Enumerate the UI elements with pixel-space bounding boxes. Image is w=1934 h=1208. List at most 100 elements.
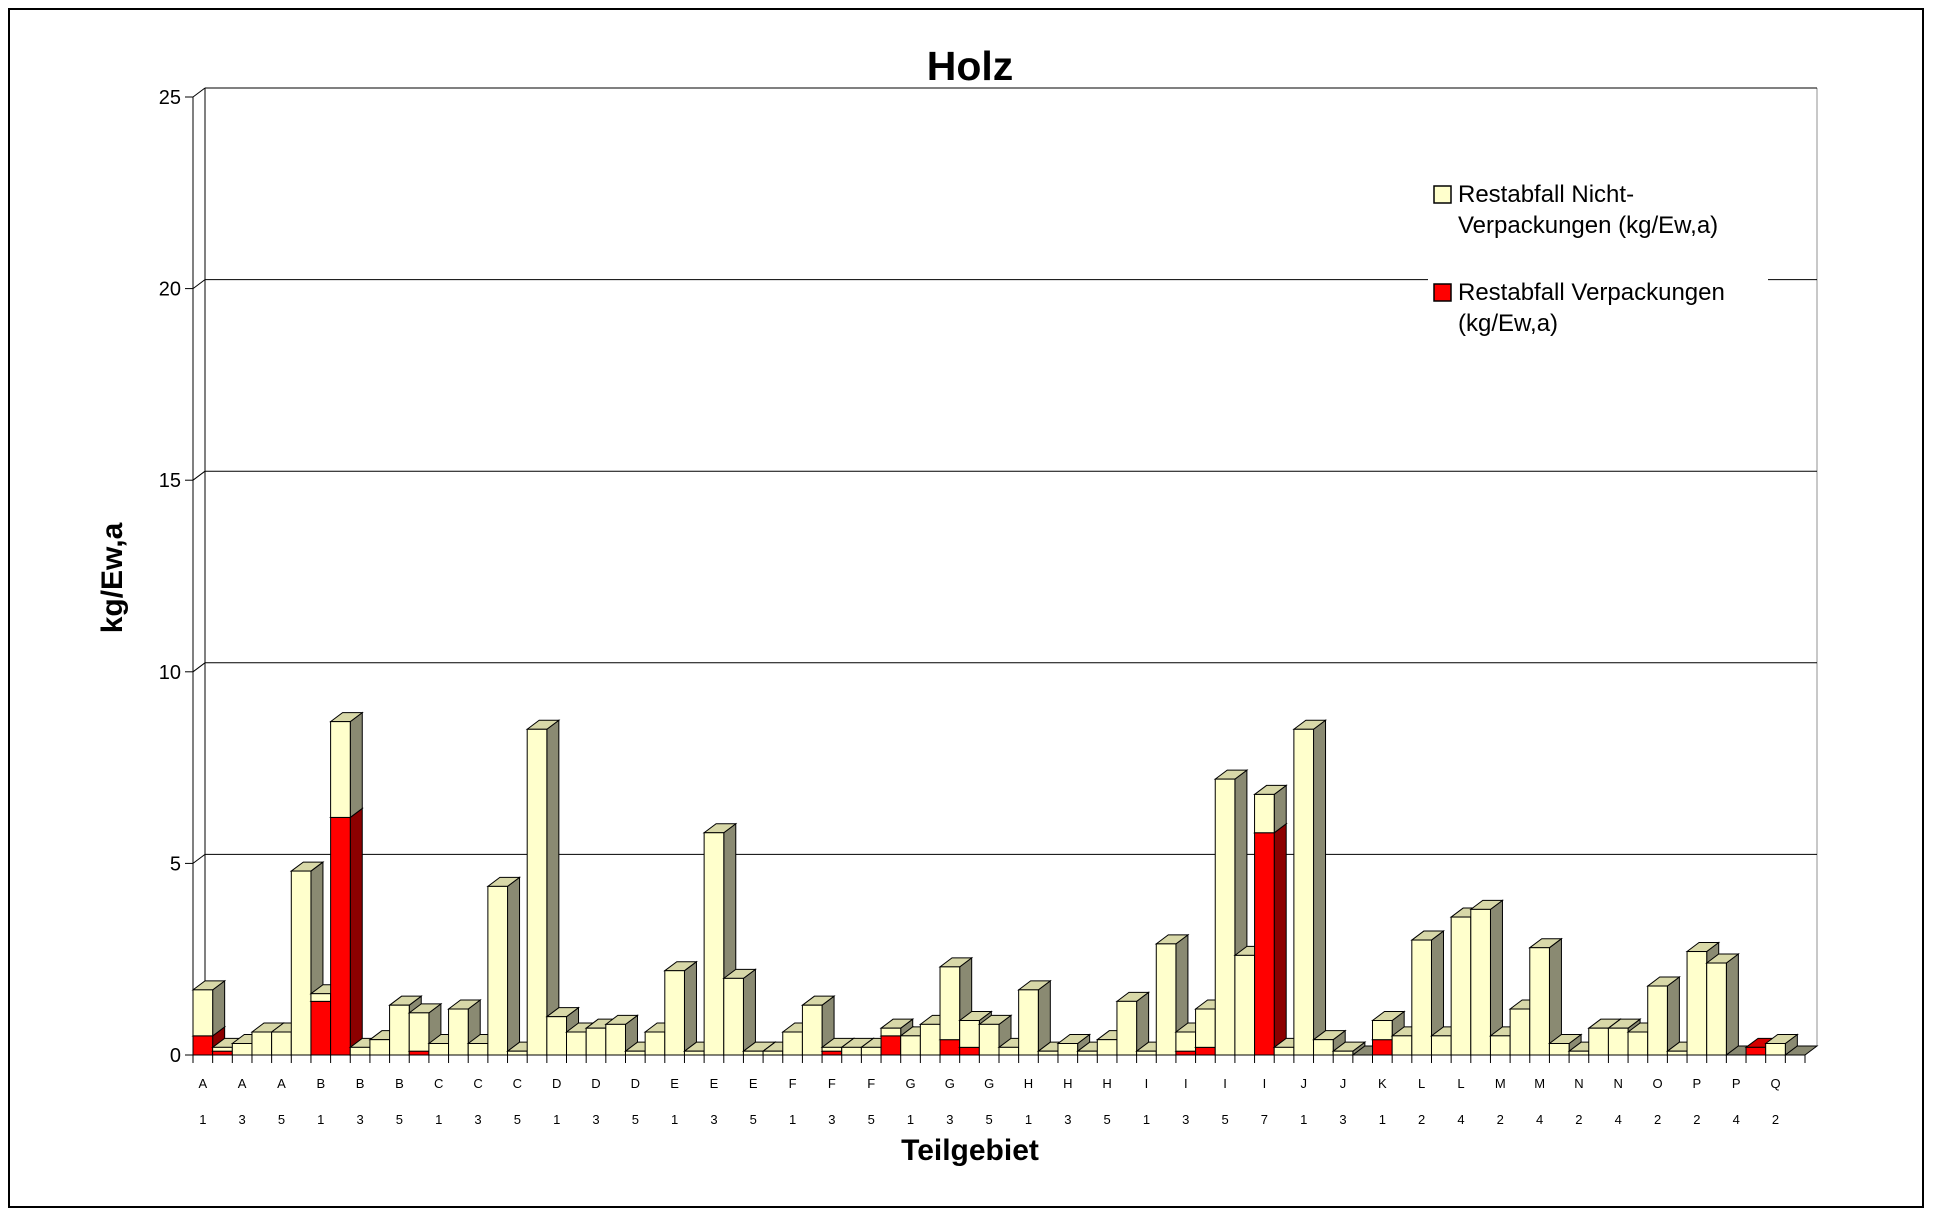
x-tick-label-number: 3: [1064, 1112, 1071, 1127]
bar-front: [350, 1047, 370, 1055]
bar-front: [1117, 1001, 1137, 1055]
bar-front: [1235, 955, 1255, 1055]
x-tick-label-letter: B: [316, 1076, 325, 1091]
x-tick-label-number: 5: [750, 1112, 757, 1127]
bar-stack: [527, 720, 559, 1055]
bar-front: [409, 1013, 429, 1051]
x-tick-label-letter: J: [1340, 1076, 1347, 1091]
x-tick-label-number: 2: [1575, 1112, 1582, 1127]
bar-segment-nicht-verpackungen: [1707, 954, 1739, 1055]
x-tick-label-letter: F: [828, 1076, 836, 1091]
bar-front: [1746, 1047, 1766, 1055]
bar-front: [1255, 833, 1275, 1055]
x-tick-labels: A 1 A 3 A 5 B 1 B 3 B 5 C 1 C 3 C 5 D 1 D 3 D 5 E 1 E 3 E 5 F 1 F 3 F 5 G 1 G 3…: [193, 1055, 1805, 1127]
x-tick-label-letter: Q: [1770, 1076, 1780, 1091]
bar-front: [567, 1032, 587, 1055]
bar-front: [1294, 729, 1314, 1055]
bar-segment-nicht-verpackungen: [1255, 785, 1287, 832]
bar-front: [1333, 1051, 1353, 1055]
bar-side: [350, 808, 362, 1055]
x-tick-label-number: 3: [592, 1112, 599, 1127]
grid-diagonal: [193, 471, 205, 480]
bar-front: [960, 1047, 980, 1055]
x-tick-label-letter: L: [1418, 1076, 1425, 1091]
bar-side: [1274, 824, 1286, 1055]
x-tick-label-letter: I: [1145, 1076, 1149, 1091]
bar-front: [1628, 1032, 1648, 1055]
legend-label: (kg/Ew,a): [1458, 310, 1558, 337]
bar-front: [724, 978, 744, 1055]
bar-front: [1608, 1028, 1628, 1055]
x-tick-label-letter: E: [749, 1076, 758, 1091]
x-tick-label-number: 7: [1261, 1112, 1268, 1127]
bar-side: [1726, 954, 1738, 1055]
bar-front: [1255, 794, 1275, 832]
x-tick-label-letter: F: [867, 1076, 875, 1091]
x-tick-label-number: 1: [789, 1112, 796, 1127]
grid-diagonal: [193, 663, 205, 672]
legend-swatch-verpackungen: [1434, 284, 1451, 301]
x-tick-label-letter: E: [670, 1076, 679, 1091]
bar-front: [1667, 1051, 1687, 1055]
x-tick-label-number: 3: [946, 1112, 953, 1127]
bar-front: [822, 1051, 842, 1055]
x-tick-label-number: 2: [1497, 1112, 1504, 1127]
x-tick-label-letter: D: [552, 1076, 561, 1091]
bar-front: [1156, 944, 1176, 1055]
x-tick-label-letter: M: [1495, 1076, 1506, 1091]
y-tick-label: 25: [159, 87, 181, 109]
x-tick-label-number: 3: [1182, 1112, 1189, 1127]
bar-front: [586, 1028, 606, 1055]
bar-front: [252, 1032, 272, 1055]
bar-stack: [1648, 977, 1680, 1055]
x-tick-label-letter: L: [1457, 1076, 1464, 1091]
bar-front: [1766, 1044, 1786, 1055]
bar-front: [1687, 952, 1707, 1055]
bar-segment-nicht-verpackungen: [1294, 720, 1326, 1055]
bar-front: [488, 886, 508, 1055]
x-tick-label-letter: A: [277, 1076, 286, 1091]
x-tick-label-letter: D: [591, 1076, 600, 1091]
x-tick-label-number: 5: [632, 1112, 639, 1127]
bar-front: [1196, 1047, 1216, 1055]
bar-front: [193, 990, 213, 1036]
bar-front: [527, 729, 547, 1055]
bar-front: [291, 871, 311, 1055]
bar-stack: [724, 969, 756, 1055]
x-tick-label-number: 5: [986, 1112, 993, 1127]
x-tick-label-number: 5: [1221, 1112, 1228, 1127]
bar-front: [213, 1051, 233, 1055]
x-tick-label-letter: H: [1102, 1076, 1111, 1091]
x-tick-label-letter: D: [631, 1076, 640, 1091]
x-tick-label-number: 2: [1772, 1112, 1779, 1127]
x-tick-label-letter: G: [905, 1076, 915, 1091]
bar-front: [232, 1044, 252, 1055]
bar-front: [449, 1009, 469, 1055]
x-tick-label-number: 1: [317, 1112, 324, 1127]
bar-front: [1373, 1040, 1393, 1055]
bar-stack: [665, 962, 697, 1055]
bar-front: [1078, 1051, 1098, 1055]
bar-front: [1097, 1040, 1117, 1055]
bar-side: [684, 962, 696, 1055]
legend-label: Restabfall Verpackungen: [1458, 279, 1725, 306]
bar-front: [390, 1005, 410, 1055]
x-tick-label-letter: A: [238, 1076, 247, 1091]
bar-front: [1707, 963, 1727, 1055]
bar-side: [1314, 720, 1326, 1055]
bar-front: [311, 1001, 331, 1055]
bar-front: [763, 1051, 783, 1055]
bar-front: [547, 1017, 567, 1055]
x-tick-label-letter: I: [1263, 1076, 1267, 1091]
y-axis-label: kg/Ew,a: [96, 522, 129, 633]
x-tick-label-number: 2: [1693, 1112, 1700, 1127]
x-tick-label-number: 5: [278, 1112, 285, 1127]
bar-front: [743, 1051, 763, 1055]
x-axis-label: Teilgebiet: [901, 1134, 1039, 1167]
bar-front: [311, 994, 331, 1002]
bar-front: [861, 1047, 881, 1055]
bar-front: [193, 1036, 213, 1055]
bar-front: [213, 1047, 233, 1051]
x-tick-label-letter: H: [1024, 1076, 1033, 1091]
x-tick-label-letter: N: [1574, 1076, 1583, 1091]
